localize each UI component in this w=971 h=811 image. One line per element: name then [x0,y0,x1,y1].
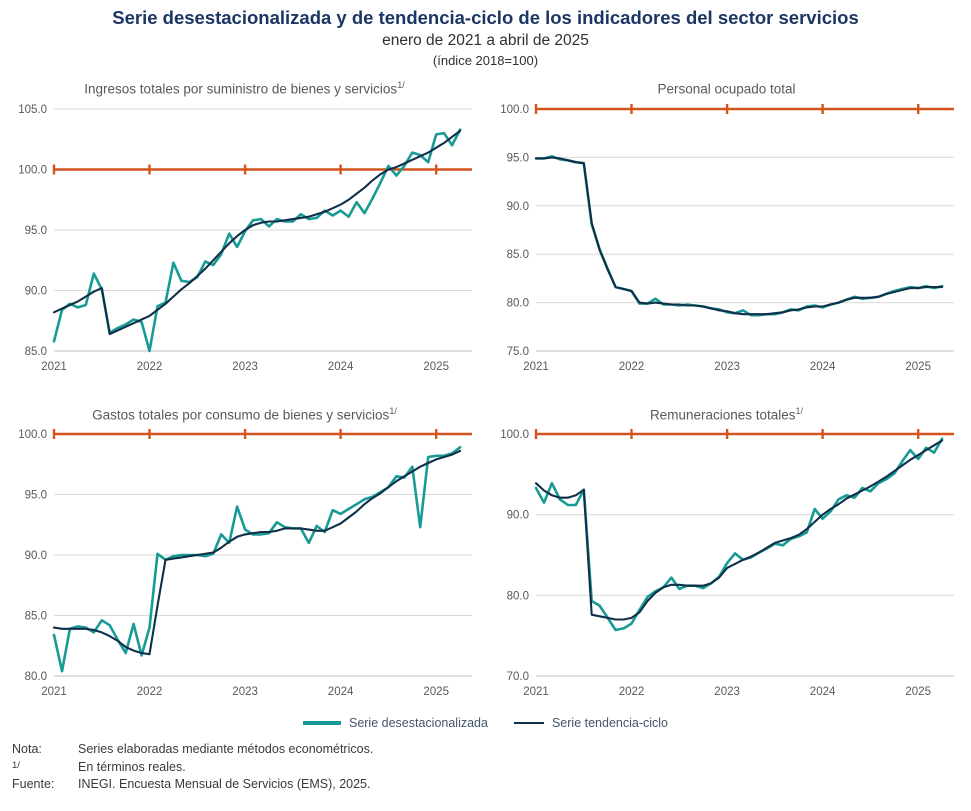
svg-text:2025: 2025 [423,361,449,373]
svg-text:2023: 2023 [232,361,258,373]
svg-text:90.0: 90.0 [25,285,47,297]
svg-text:90.0: 90.0 [507,200,529,212]
legend-swatch-tendencia-ciclo [513,721,544,725]
footnote-text: En términos reales. [78,759,186,774]
chart-panel-gastos: Gastos totales por consumo de bienes y s… [8,400,481,702]
svg-text:2021: 2021 [41,361,67,373]
svg-text:2025: 2025 [423,686,449,698]
svg-text:2022: 2022 [137,361,163,373]
svg-text:2022: 2022 [137,686,163,698]
svg-text:2024: 2024 [810,686,836,698]
chart-panel-ingresos: Ingresos totales por suministro de biene… [8,74,481,376]
footnotes: Nota: Series elaboradas mediante métodos… [0,741,971,794]
svg-text:2025: 2025 [905,686,931,698]
chart-title-text: Personal ocupado total [657,81,796,97]
svg-text:2024: 2024 [810,361,836,373]
chart-title-footnote-mark: 1/ [397,80,405,90]
footnote-label: 1/ [12,759,20,771]
chart-title-remuneraciones: Remuneraciones totales1/ [490,400,963,427]
line-chart-ingresos: 85.0 90.0 95.0 100.0 105.0 2021 2022 2023 2024 20… [18,104,472,373]
svg-text:2022: 2022 [619,361,645,373]
footnote-terminos-reales: 1/ En términos reales. [12,759,971,777]
chart-panel-personal: Personal ocupado total 75.0 80.0 85.0 90.0 9… [490,74,963,376]
svg-text:80.0: 80.0 [507,590,529,602]
svg-text:100.0: 100.0 [500,104,529,116]
svg-text:100.0: 100.0 [500,429,529,441]
svg-text:100.0: 100.0 [18,429,47,441]
footnote-label: Fuente: [12,777,55,791]
subtitle-period: enero de 2021 a abril de 2025 [382,32,589,49]
svg-text:2025: 2025 [905,361,931,373]
svg-text:90.0: 90.0 [25,550,47,562]
svg-text:2024: 2024 [328,361,354,373]
svg-text:85.0: 85.0 [25,346,47,358]
svg-text:95.0: 95.0 [507,152,529,164]
legend: Serie desestacionalizada Serie tendencia… [0,713,971,733]
svg-text:2023: 2023 [232,686,258,698]
line-chart-personal: 75.0 80.0 85.0 90.0 95.0 100.0 2021 2022 2023 202… [500,103,954,373]
line-chart-gastos: 80.0 85.0 90.0 95.0 100.0 2021 2022 2023 2024 202… [18,429,472,698]
charts-grid: Ingresos totales por suministro de biene… [0,70,971,701]
legend-label-desestacionalizada: Serie desestacionalizada [348,716,488,730]
index-base-note: (índice 2018=100) [432,53,539,68]
chart-panel-remuneraciones: Remuneraciones totales1/ 70.0 80.0 90.0 100… [490,400,963,702]
svg-text:95.0: 95.0 [25,225,47,237]
chart-title-text: Remuneraciones totales [649,407,796,422]
footnote-nota: Nota: Series elaboradas mediante métodos… [12,741,971,759]
svg-text:95.0: 95.0 [25,490,47,502]
chart-title-gastos: Gastos totales por consumo de bienes y s… [8,400,481,427]
footnote-fuente: Fuente: INEGI. Encuesta Mensual de Servi… [12,776,971,794]
svg-text:80.0: 80.0 [25,671,47,683]
legend-item-desestacionalizada: Serie desestacionalizada [302,716,488,730]
report-header: Serie desestacionalizada y de tendencia-… [0,6,971,70]
chart-title-footnote-mark: 1/ [795,405,804,416]
svg-text:2023: 2023 [714,686,740,698]
svg-text:2024: 2024 [328,686,354,698]
chart-title-text: Gastos totales por consumo de bienes y s… [92,407,390,422]
page-title: Serie desestacionalizada y de tendencia-… [112,7,859,28]
svg-text:75.0: 75.0 [507,346,529,358]
chart-title-ingresos: Ingresos totales por suministro de biene… [8,74,481,101]
legend-swatch-desestacionalizada [302,721,341,725]
chart-title-footnote-mark: 1/ [389,405,397,416]
line-chart-remuneraciones: 70.0 80.0 90.0 100.0 2021 2022 2023 2024 2025 [500,429,954,698]
svg-text:105.0: 105.0 [18,104,47,116]
svg-text:85.0: 85.0 [25,611,47,623]
svg-text:2021: 2021 [523,686,549,698]
footnote-label: Nota: [12,742,42,756]
chart-title-text: Ingresos totales por suministro de biene… [84,81,398,97]
svg-text:2021: 2021 [523,361,549,373]
footnote-text: INEGI. Encuesta Mensual de Servicios (EM… [78,777,371,791]
svg-text:80.0: 80.0 [507,297,529,309]
svg-text:2021: 2021 [41,686,67,698]
legend-label-tendencia-ciclo: Serie tendencia-ciclo [551,716,669,730]
svg-text:70.0: 70.0 [507,671,529,683]
footnote-text: Series elaboradas mediante métodos econo… [78,742,374,756]
chart-title-personal: Personal ocupado total [490,74,963,101]
svg-text:85.0: 85.0 [507,249,529,261]
svg-text:100.0: 100.0 [18,164,47,176]
legend-item-tendencia-ciclo: Serie tendencia-ciclo [513,716,669,730]
svg-text:2022: 2022 [619,686,645,698]
svg-text:2023: 2023 [714,361,740,373]
svg-text:90.0: 90.0 [507,510,529,522]
